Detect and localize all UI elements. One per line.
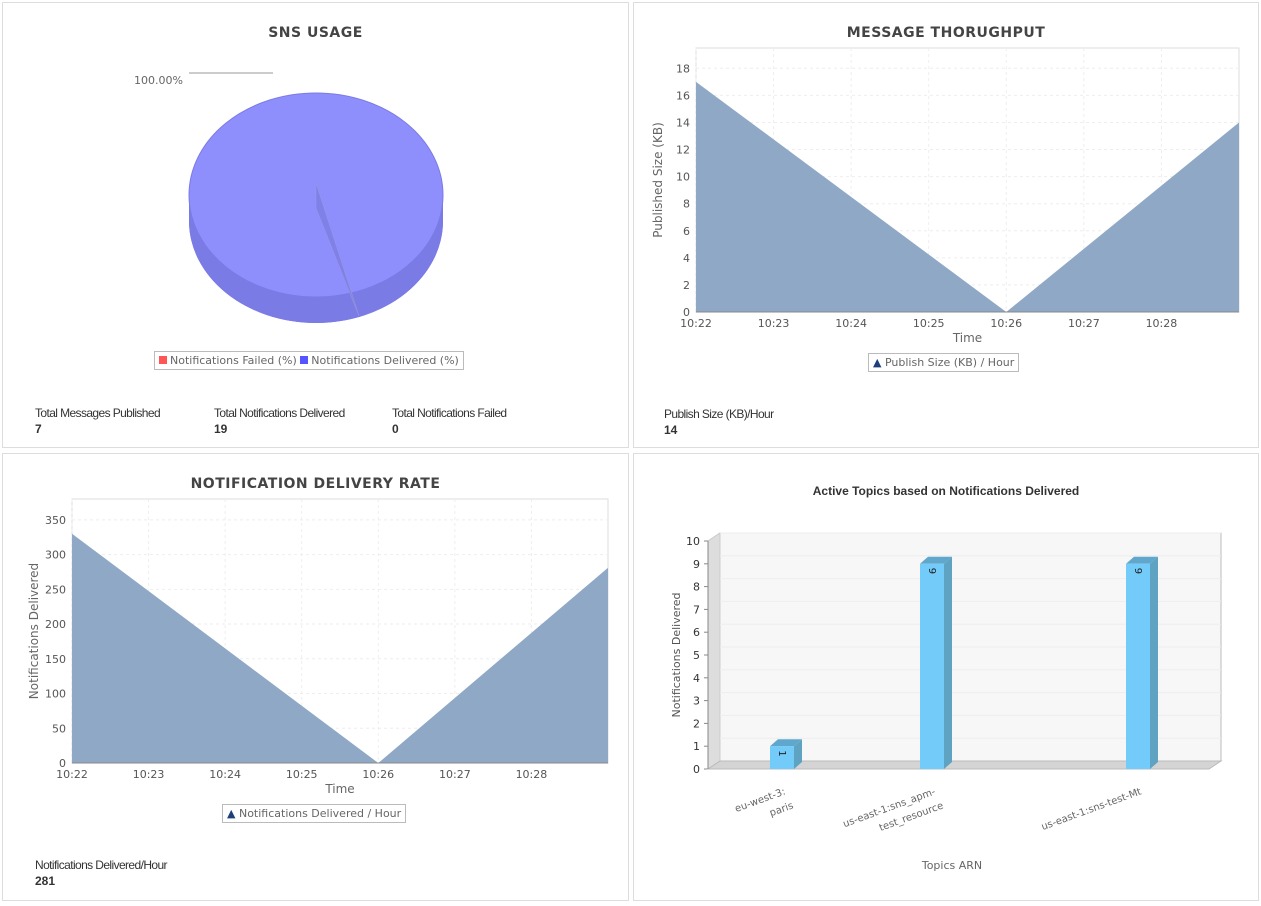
x-tick-label: 10:24 — [835, 317, 867, 330]
y-tick-label: 10 — [686, 535, 700, 548]
x-tick-label: 10:23 — [758, 317, 790, 330]
x-tick-label: 10:22 — [680, 317, 712, 330]
area-series — [72, 533, 608, 763]
x-tick-label: 10:26 — [990, 317, 1022, 330]
y-tick-label: 0 — [683, 306, 690, 319]
bar-side — [794, 739, 802, 769]
chart-legend[interactable]: ▲ Publish Size (KB) / Hour — [868, 353, 1020, 372]
y-tick-label: 4 — [693, 672, 700, 685]
stat-messages-published: Total Messages Published 7 — [35, 406, 161, 436]
x-tick-label: 10:25 — [913, 317, 945, 330]
x-axis-label: Time — [324, 782, 354, 796]
bar-side — [1150, 556, 1158, 769]
y-tick-label: 18 — [676, 62, 690, 75]
sns-usage-panel: SNS USAGE 100.00% Notifications Failed (… — [2, 2, 629, 448]
y-tick-label: 200 — [45, 618, 66, 631]
y-tick-label: 0 — [693, 763, 700, 776]
bar-value-label: 9 — [926, 568, 937, 574]
y-tick-label: 350 — [45, 514, 66, 527]
y-tick-label: 150 — [45, 653, 66, 666]
x-tick-label: us-east-1:sns-test-Mt — [1040, 786, 1143, 832]
y-tick-label: 10 — [676, 171, 690, 184]
stat-publish-size: Publish Size (KB)/Hour 14 — [664, 407, 774, 437]
area-series — [696, 81, 1239, 312]
legend-item-delivered[interactable]: Notifications Delivered (%) — [300, 354, 459, 367]
x-tick-label: 10:27 — [1068, 317, 1100, 330]
x-tick-label: paris — [768, 800, 795, 819]
x-tick-label: 10:22 — [56, 768, 88, 781]
panel-title: MESSAGE THORUGHPUT — [846, 25, 1046, 41]
throughput-chart: 0 2 4 6 8 10 12 14 16 18 10:22 10:23 10:24 10:25 10:26… — [651, 47, 1240, 345]
bar-top — [770, 739, 802, 747]
x-tick-label: 10:24 — [209, 768, 241, 781]
delivery-panel: NOTIFICATION DELIVERY RATE 0 50 100 150 200 2… — [2, 453, 629, 901]
pie-legend: Notifications Failed (%) Notifications D… — [154, 351, 464, 370]
y-tick-label: 6 — [693, 626, 700, 639]
y-tick-label: 100 — [45, 688, 66, 701]
y-tick-label: 9 — [693, 558, 700, 571]
throughput-panel: MESSAGE THORUGHPUT 0 2 4 6 8 10 12 14 16 18 10:22 1… — [633, 2, 1259, 448]
panel-title: SNS USAGE — [268, 25, 363, 41]
bar-side — [944, 556, 952, 769]
plot-side-wall — [707, 532, 721, 770]
bar-top — [920, 556, 952, 564]
bar[interactable] — [1126, 563, 1150, 769]
pie-label: 100.00% — [134, 74, 183, 87]
stat-notifications-failed: Total Notifications Failed 0 — [392, 406, 507, 436]
bar-value-label: 1 — [776, 750, 787, 756]
stat-delivered-per-hour: Notifications Delivered/Hour 281 — [35, 858, 168, 888]
y-tick-label: 8 — [683, 198, 690, 211]
legend-item-failed[interactable]: Notifications Failed (%) — [159, 354, 297, 367]
y-tick-label: 4 — [683, 252, 690, 265]
x-tick-label: 10:25 — [286, 768, 318, 781]
pie-chart: 100.00% — [134, 72, 444, 323]
bar-top — [1126, 556, 1158, 564]
panel-title: Active Topics based on Notifications Del… — [812, 484, 1080, 498]
y-tick-label: 12 — [676, 144, 690, 157]
stat-notifications-delivered: Total Notifications Delivered 19 — [214, 406, 345, 436]
x-tick-label: 10:23 — [133, 768, 165, 781]
y-tick-label: 7 — [693, 603, 700, 616]
y-tick-label: 16 — [676, 89, 690, 102]
bar[interactable] — [920, 563, 944, 769]
x-tick-label: 10:27 — [439, 768, 471, 781]
chart-legend[interactable]: ▲ Notifications Delivered / Hour — [222, 804, 407, 823]
plot-floor — [706, 760, 1223, 770]
y-tick-label: 5 — [693, 649, 700, 662]
topics-panel: Active Topics based on Notifications Del… — [633, 453, 1259, 901]
y-tick-label: 0 — [59, 757, 66, 770]
x-tick-label: 10:26 — [362, 768, 394, 781]
bar[interactable] — [770, 746, 794, 769]
y-tick-label: 50 — [52, 722, 66, 735]
y-tick-label: 2 — [693, 717, 700, 730]
topics-chart: 0123456789101eu-west-3:paris9us-east-1:s… — [670, 532, 1223, 872]
delivery-chart: 0 50 100 150 200 250 300 350 10:22 10:23 10:24 10:2… — [27, 498, 609, 796]
y-tick-label: 250 — [45, 583, 66, 596]
y-axis-label: Published Size (KB) — [651, 122, 665, 238]
y-tick-label: 300 — [45, 549, 66, 562]
panel-title: NOTIFICATION DELIVERY RATE — [190, 476, 441, 492]
x-tick-label: 10:28 — [516, 768, 548, 781]
y-tick-label: 6 — [683, 225, 690, 238]
x-axis-label: Time — [952, 331, 982, 345]
y-tick-label: 3 — [693, 695, 700, 708]
y-axis-label: Notifications Delivered — [670, 592, 683, 717]
x-axis-label: Topics ARN — [921, 859, 982, 872]
bar-value-label: 9 — [1132, 568, 1143, 574]
x-tick-label: 10:28 — [1146, 317, 1178, 330]
y-axis-label: Notifications Delivered — [27, 563, 41, 699]
y-tick-label: 8 — [693, 581, 700, 594]
y-tick-label: 14 — [676, 116, 690, 129]
pie-slice-edge — [315, 182, 360, 317]
y-tick-label: 1 — [693, 740, 700, 753]
y-tick-label: 2 — [683, 279, 690, 292]
